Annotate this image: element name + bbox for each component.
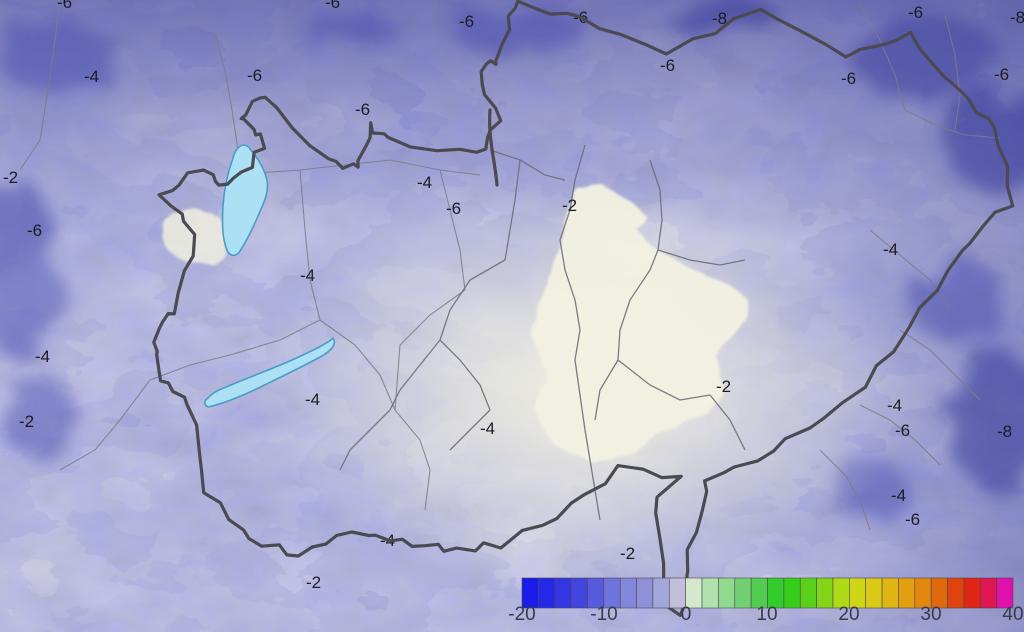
svg-text:40: 40 — [1002, 604, 1023, 625]
svg-text:10: 10 — [756, 604, 777, 625]
svg-text:30: 30 — [920, 604, 941, 625]
svg-text:-20: -20 — [508, 604, 535, 625]
svg-text:20: 20 — [838, 604, 859, 625]
svg-text:0: 0 — [681, 604, 692, 625]
svg-text:-10: -10 — [590, 604, 617, 625]
